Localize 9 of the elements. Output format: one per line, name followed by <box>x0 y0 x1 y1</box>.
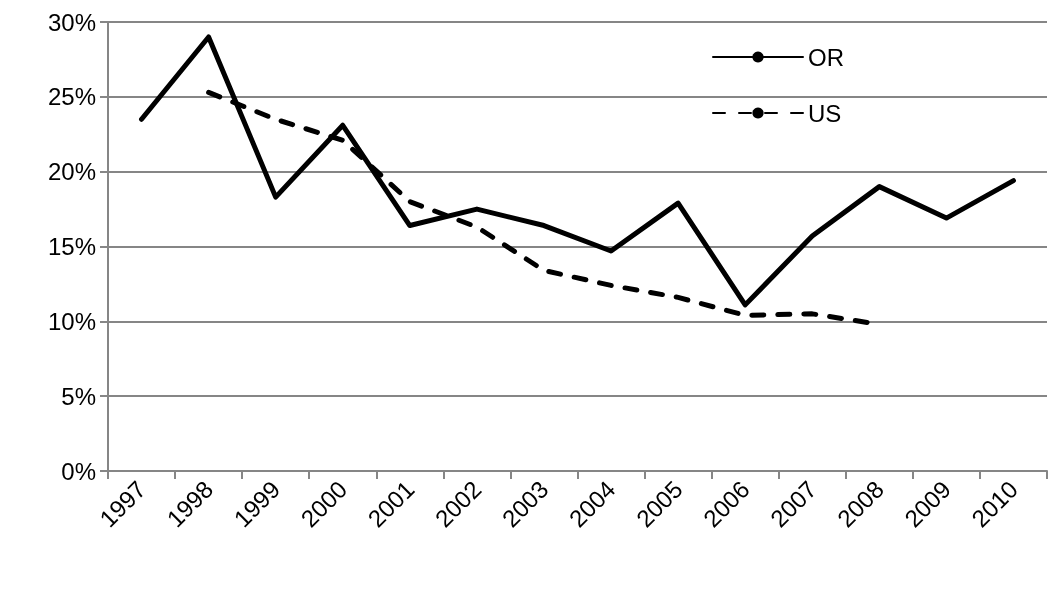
y-tick-label: 15% <box>47 233 96 260</box>
y-tick-label: 5% <box>61 382 96 410</box>
y-tick-label: 25% <box>47 83 96 111</box>
y-tick-label: 30% <box>47 8 96 36</box>
y-tick-label: 10% <box>47 307 96 335</box>
y-tick-label: 20% <box>47 158 96 186</box>
legend-label: US <box>808 99 842 127</box>
y-tick-label: 0% <box>61 457 96 485</box>
legend-label: OR <box>808 43 844 71</box>
